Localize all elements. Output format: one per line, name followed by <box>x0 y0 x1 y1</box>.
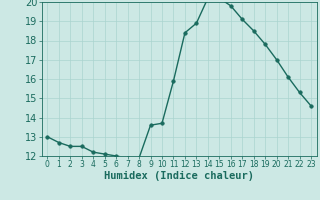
X-axis label: Humidex (Indice chaleur): Humidex (Indice chaleur) <box>104 171 254 181</box>
